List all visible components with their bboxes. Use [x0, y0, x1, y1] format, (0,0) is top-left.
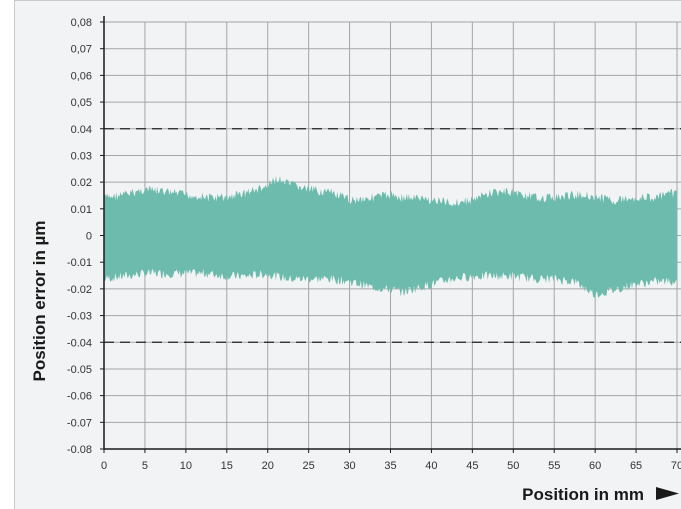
- y-tick-label: -0.06: [67, 391, 92, 403]
- y-tick-label: -0.01: [67, 257, 92, 269]
- axes: [100, 16, 681, 453]
- tick-labels: 0,08 0,07 0,06 0,05 0.04 0.03 0.02 0.01 0 -0.01 -0…: [67, 17, 681, 472]
- y-tick-label: 0.02: [71, 177, 92, 189]
- y-tick-label: -0.07: [67, 417, 92, 429]
- y-tick-label: -0.04: [67, 337, 92, 349]
- x-tick-label: 25: [303, 460, 315, 472]
- y-tick-label: 0: [86, 231, 92, 243]
- x-tick-label: 20: [262, 460, 274, 472]
- x-tick-label: 70: [671, 460, 681, 472]
- y-tick-label: -0.08: [67, 444, 92, 456]
- x-tick-label: 65: [630, 460, 642, 472]
- y-axis-title: Position error in µm: [30, 221, 49, 382]
- band-layer: [104, 175, 677, 300]
- x-axis-arrow-icon: [656, 487, 679, 500]
- x-tick-label: 55: [548, 460, 560, 472]
- y-tick-label: 0,05: [71, 97, 92, 109]
- y-tick-label: 0.04: [71, 124, 92, 136]
- x-tick-label: 30: [343, 460, 355, 472]
- x-tick-label: 45: [466, 460, 478, 472]
- x-tick-label: 35: [384, 460, 396, 472]
- error-band: [104, 175, 677, 300]
- x-tick-label: 50: [507, 460, 519, 472]
- limit-lines: [104, 128, 681, 343]
- y-tick-label: -0.05: [67, 364, 92, 376]
- y-tick-label: 0.03: [71, 150, 92, 162]
- x-axis-title: Position in mm: [522, 485, 644, 504]
- y-tick-label: 0,07: [71, 44, 92, 56]
- x-tick-label: 10: [180, 460, 192, 472]
- y-tick-label: -0.03: [67, 311, 92, 323]
- y-tick-label: 0,08: [71, 17, 92, 29]
- y-tick-label: 0,06: [71, 70, 92, 82]
- x-tick-label: 15: [221, 460, 233, 472]
- x-tick-label: 0: [101, 460, 107, 472]
- x-tick-label: 5: [142, 460, 148, 472]
- x-tick-label: 40: [425, 460, 437, 472]
- y-tick-label: -0.02: [67, 284, 92, 296]
- y-tick-label: 0.01: [71, 204, 92, 216]
- x-tick-label: 60: [589, 460, 601, 472]
